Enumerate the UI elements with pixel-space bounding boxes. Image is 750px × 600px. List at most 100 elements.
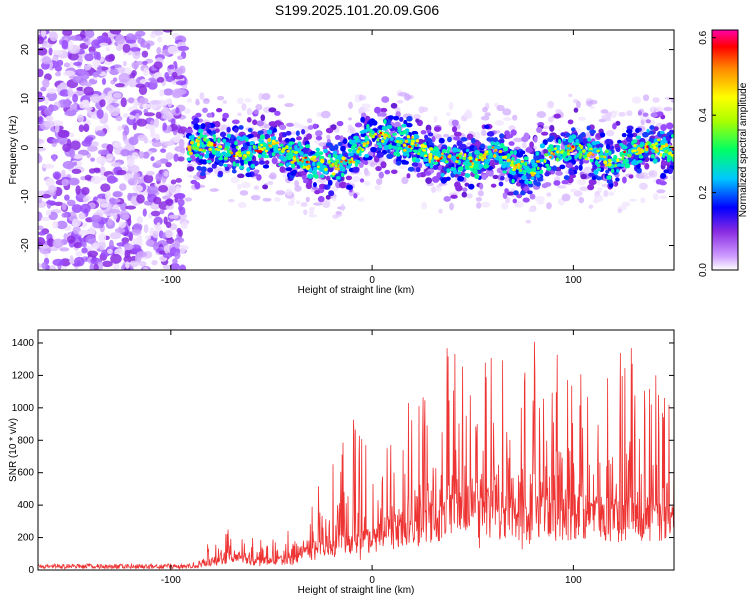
noise-blob [163, 140, 175, 146]
halo-blob [308, 207, 315, 216]
signal-blob [660, 140, 666, 145]
noise-blob [143, 266, 149, 270]
noise-blob [149, 99, 161, 105]
signal-blob [494, 141, 500, 146]
noise-blob [107, 218, 113, 226]
signal-blob [567, 137, 574, 143]
noise-blob [142, 208, 147, 217]
signal-blob [212, 134, 216, 138]
signal-blob [649, 145, 654, 149]
noise-blob [82, 99, 90, 108]
signal-blob [312, 181, 317, 188]
noise-blob [52, 171, 62, 180]
signal-blob [199, 171, 206, 177]
signal-blob [311, 169, 317, 175]
noise-blob [177, 156, 185, 162]
signal-blob [202, 148, 207, 153]
signal-blob [406, 115, 413, 122]
noise-blob [41, 194, 51, 199]
signal-blob [428, 156, 432, 161]
signal-blob [456, 156, 460, 159]
signal-blob [237, 154, 243, 158]
signal-blob [335, 167, 340, 171]
signal-blob [262, 184, 269, 190]
signal-blob [411, 162, 419, 167]
noise-blob [43, 107, 53, 116]
signal-blob [186, 166, 195, 172]
signal-blob [638, 155, 644, 159]
signal-blob [384, 169, 391, 175]
noise-blob [162, 195, 171, 200]
noise-blob [174, 88, 187, 95]
signal-blob [202, 107, 208, 113]
signal-blob [513, 149, 517, 156]
noise-blob [151, 260, 158, 266]
halo-blob [199, 92, 205, 101]
signal-blob [548, 148, 552, 153]
signal-blob [659, 130, 665, 135]
signal-blob [340, 172, 345, 178]
signal-blob [199, 132, 204, 139]
signal-blob [644, 147, 649, 152]
halo-blob [598, 118, 607, 123]
noise-blob [62, 30, 73, 37]
noise-blob [123, 243, 134, 251]
signal-blob [522, 197, 530, 203]
noise-blob [129, 115, 135, 120]
halo-blob [604, 117, 612, 122]
signal-blob [349, 160, 353, 163]
noise-blob [59, 89, 71, 97]
signal-blob [477, 159, 481, 162]
signal-blob [470, 167, 474, 172]
signal-blob [396, 140, 400, 143]
halo-blob [250, 194, 261, 201]
noise-blob [97, 261, 104, 270]
signal-blob [397, 126, 402, 130]
noise-blob [119, 183, 127, 191]
halo-blob [267, 180, 274, 186]
spectrogram-x-tick-label: 0 [369, 275, 375, 286]
noise-blob [177, 198, 185, 207]
noise-blob [173, 153, 179, 162]
signal-blob [329, 157, 333, 163]
noise-blob [40, 216, 51, 222]
noise-blob [97, 65, 102, 75]
signal-blob [493, 154, 497, 158]
signal-blob [462, 156, 467, 161]
signal-blob [551, 165, 558, 172]
signal-blob [242, 150, 247, 155]
noise-blob [71, 103, 78, 110]
noise-blob [63, 62, 71, 68]
signal-blob [571, 145, 575, 149]
noise-blob [129, 260, 139, 268]
signal-blob [289, 147, 293, 150]
halo-blob [656, 189, 666, 194]
signal-blob [543, 148, 548, 155]
halo-blob [255, 103, 263, 111]
signal-blob [556, 150, 560, 154]
halo-blob [652, 97, 660, 103]
signal-blob [636, 163, 641, 169]
signal-blob [619, 142, 624, 147]
signal-blob [197, 128, 204, 134]
signal-blob [646, 140, 650, 144]
signal-blob [229, 139, 236, 144]
signal-blob [301, 129, 306, 135]
noise-blob [178, 205, 183, 212]
signal-blob [443, 195, 451, 202]
signal-blob [593, 148, 598, 154]
signal-blob [286, 122, 294, 127]
signal-blob [428, 159, 431, 163]
halo-blob [448, 101, 454, 110]
noise-blob [150, 210, 161, 217]
signal-blob [274, 120, 282, 125]
signal-blob [487, 155, 492, 159]
signal-blob [399, 116, 404, 122]
signal-blob [234, 159, 240, 165]
signal-blob [565, 132, 571, 138]
noise-blob [104, 95, 111, 101]
noise-blob [42, 78, 50, 89]
signal-blob [671, 148, 674, 151]
signal-blob [243, 160, 248, 165]
